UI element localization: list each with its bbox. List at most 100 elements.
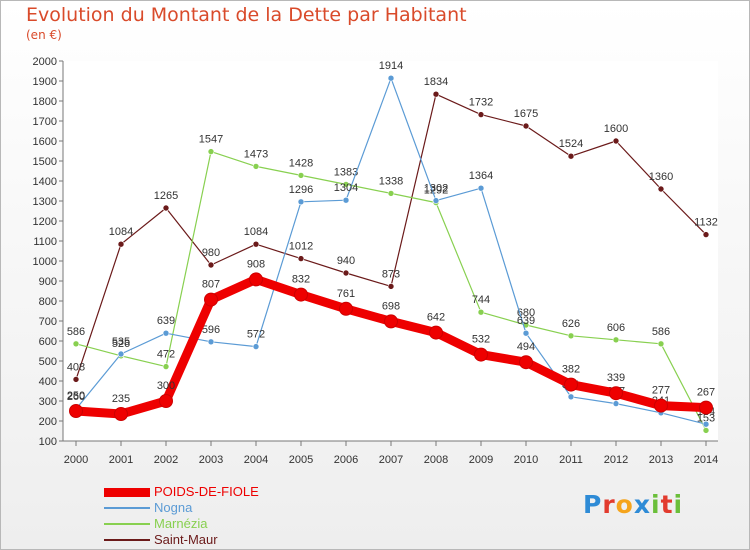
logo-letter: x (633, 490, 651, 519)
data-point (297, 198, 305, 206)
data-label: 153 (697, 412, 715, 424)
data-point (522, 122, 530, 130)
logo-letter: t (660, 490, 674, 519)
data-label: 1084 (244, 226, 268, 238)
data-label: 1732 (469, 97, 493, 109)
x-tick-label: 2010 (514, 454, 538, 466)
data-label: 526 (112, 338, 130, 350)
data-point (162, 204, 170, 212)
data-label: 339 (607, 372, 625, 384)
data-label: 572 (247, 329, 265, 341)
data-label: 1292 (424, 185, 448, 197)
data-label: 1383 (334, 166, 358, 178)
data-point (657, 340, 665, 348)
legend-swatch (104, 488, 150, 497)
data-label: 1012 (289, 241, 313, 253)
data-point (699, 400, 713, 415)
data-label: 235 (112, 393, 130, 405)
data-point (567, 152, 575, 160)
data-point (342, 269, 350, 277)
y-tick-label: 800 (39, 296, 57, 308)
chart-unit: (en €) (26, 28, 62, 42)
x-tick-label: 2009 (469, 454, 493, 466)
x-tick-label: 2006 (334, 454, 358, 466)
x-tick-label: 2005 (289, 454, 313, 466)
data-label: 1360 (649, 171, 673, 183)
legend-label: POIDS-DE-FIOLE (154, 484, 259, 499)
y-tick-label: 400 (39, 376, 57, 388)
data-point (69, 404, 83, 418)
data-point (72, 376, 80, 383)
y-tick-label: 1400 (33, 176, 57, 188)
data-label: 250 (67, 390, 85, 402)
data-label: 642 (427, 312, 445, 324)
y-tick-label: 1200 (33, 216, 57, 228)
data-label: 1304 (334, 182, 358, 194)
y-tick-label: 900 (39, 276, 57, 288)
y-tick-label: 1000 (33, 256, 57, 268)
data-point (654, 398, 668, 413)
data-label: 532 (472, 334, 490, 346)
x-tick-label: 2004 (244, 454, 268, 466)
y-tick-label: 1700 (33, 116, 57, 128)
y-tick-label: 1600 (33, 136, 57, 148)
data-label: 1524 (559, 138, 583, 150)
x-tick-label: 2000 (64, 454, 88, 466)
data-label: 639 (157, 315, 175, 327)
y-tick-label: 1900 (33, 76, 57, 88)
logo-letter: i (651, 490, 661, 519)
data-label: 382 (562, 364, 580, 376)
legend-swatch (104, 539, 150, 541)
data-point (522, 329, 530, 337)
data-point (384, 314, 398, 329)
data-point (162, 329, 170, 337)
data-label: 807 (202, 279, 220, 291)
data-label: 586 (652, 326, 670, 338)
data-label: 832 (292, 274, 310, 286)
data-label: 1428 (289, 157, 313, 169)
x-tick-label: 2003 (199, 454, 223, 466)
data-point (477, 111, 485, 118)
data-label: 1600 (604, 123, 628, 135)
x-tick-label: 2002 (154, 454, 178, 466)
data-point (72, 340, 80, 348)
proxiti-logo: Proxiti (583, 490, 683, 519)
data-label: 1834 (424, 76, 448, 88)
data-point (474, 347, 488, 362)
data-point (477, 308, 485, 316)
logo-letter: P (583, 490, 603, 519)
data-point (609, 386, 623, 401)
data-point (117, 350, 125, 358)
y-tick-label: 200 (39, 416, 57, 428)
data-point (702, 420, 710, 428)
legend-label: Nogna (154, 500, 193, 515)
data-point (204, 292, 218, 307)
data-point (297, 255, 305, 262)
data-label: 596 (202, 324, 220, 336)
x-tick-label: 2001 (109, 454, 133, 466)
data-point (387, 190, 395, 197)
data-point (702, 231, 710, 238)
data-label: 626 (562, 318, 580, 330)
data-label: 300 (157, 380, 175, 392)
y-tick-label: 700 (39, 316, 57, 328)
data-point (207, 338, 215, 346)
data-label: 1364 (469, 170, 493, 182)
y-tick-label: 1800 (33, 96, 57, 108)
data-label: 408 (67, 361, 85, 373)
legend-label: Saint-Maur (154, 532, 218, 547)
data-label: 1296 (289, 184, 313, 196)
data-label: 1914 (379, 60, 403, 72)
data-label: 1675 (514, 108, 538, 120)
data-point (207, 261, 215, 269)
y-tick-label: 1300 (33, 196, 57, 208)
x-tick-label: 2008 (424, 454, 448, 466)
y-tick-label: 1500 (33, 156, 57, 168)
data-point (114, 407, 128, 421)
y-tick-label: 100 (39, 436, 57, 448)
data-point (162, 363, 170, 370)
data-label: 680 (517, 307, 535, 319)
x-tick-label: 2012 (604, 454, 628, 466)
data-point (567, 393, 575, 401)
y-tick-label: 1100 (33, 236, 57, 248)
